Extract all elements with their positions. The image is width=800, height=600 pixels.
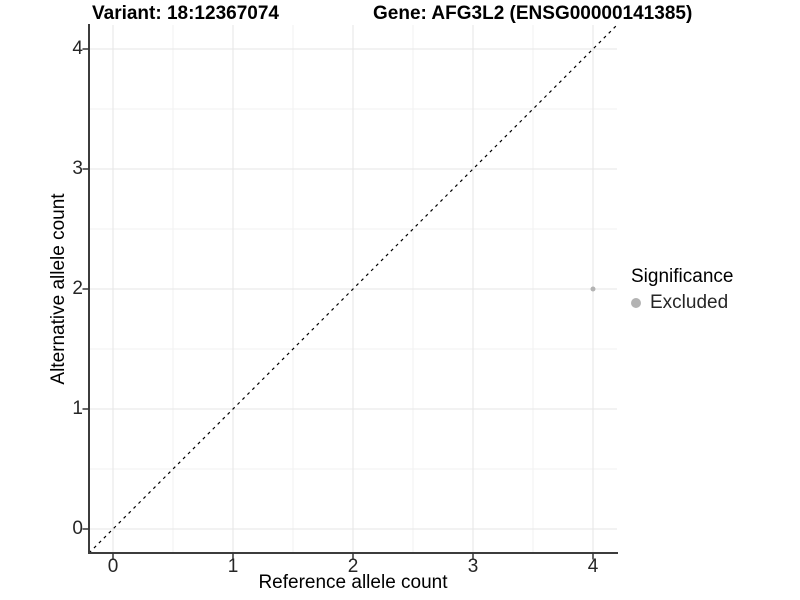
legend-entry-label: Excluded (650, 292, 729, 313)
x-tick-label-4: 4 (587, 556, 599, 577)
y-tick-label-4: 4 (72, 38, 83, 59)
x-axis-title: Reference allele count (258, 572, 448, 593)
legend-entry-excluded: Excluded (631, 292, 733, 314)
y-tick-label-1: 1 (72, 398, 83, 419)
y-tick-label-3: 3 (72, 158, 83, 179)
y-tick-label-2: 2 (72, 278, 83, 299)
y-tick-label-0: 0 (72, 518, 83, 539)
x-tick-label-3: 3 (467, 556, 479, 577)
data-point (590, 286, 596, 292)
plot-title-gene: Gene: AFG3L2 (ENSG00000141385) (373, 3, 693, 24)
legend: Significance Excluded (631, 266, 733, 314)
x-tick-label-2: 2 (347, 556, 359, 577)
x-tick-label-0: 0 (107, 556, 119, 577)
legend-title: Significance (631, 266, 734, 287)
legend-point-swatch-icon (631, 298, 641, 308)
x-tick-label-1: 1 (227, 556, 239, 577)
identity-line (88, 24, 618, 554)
plot-title-variant: Variant: 18:12367074 (92, 3, 279, 24)
